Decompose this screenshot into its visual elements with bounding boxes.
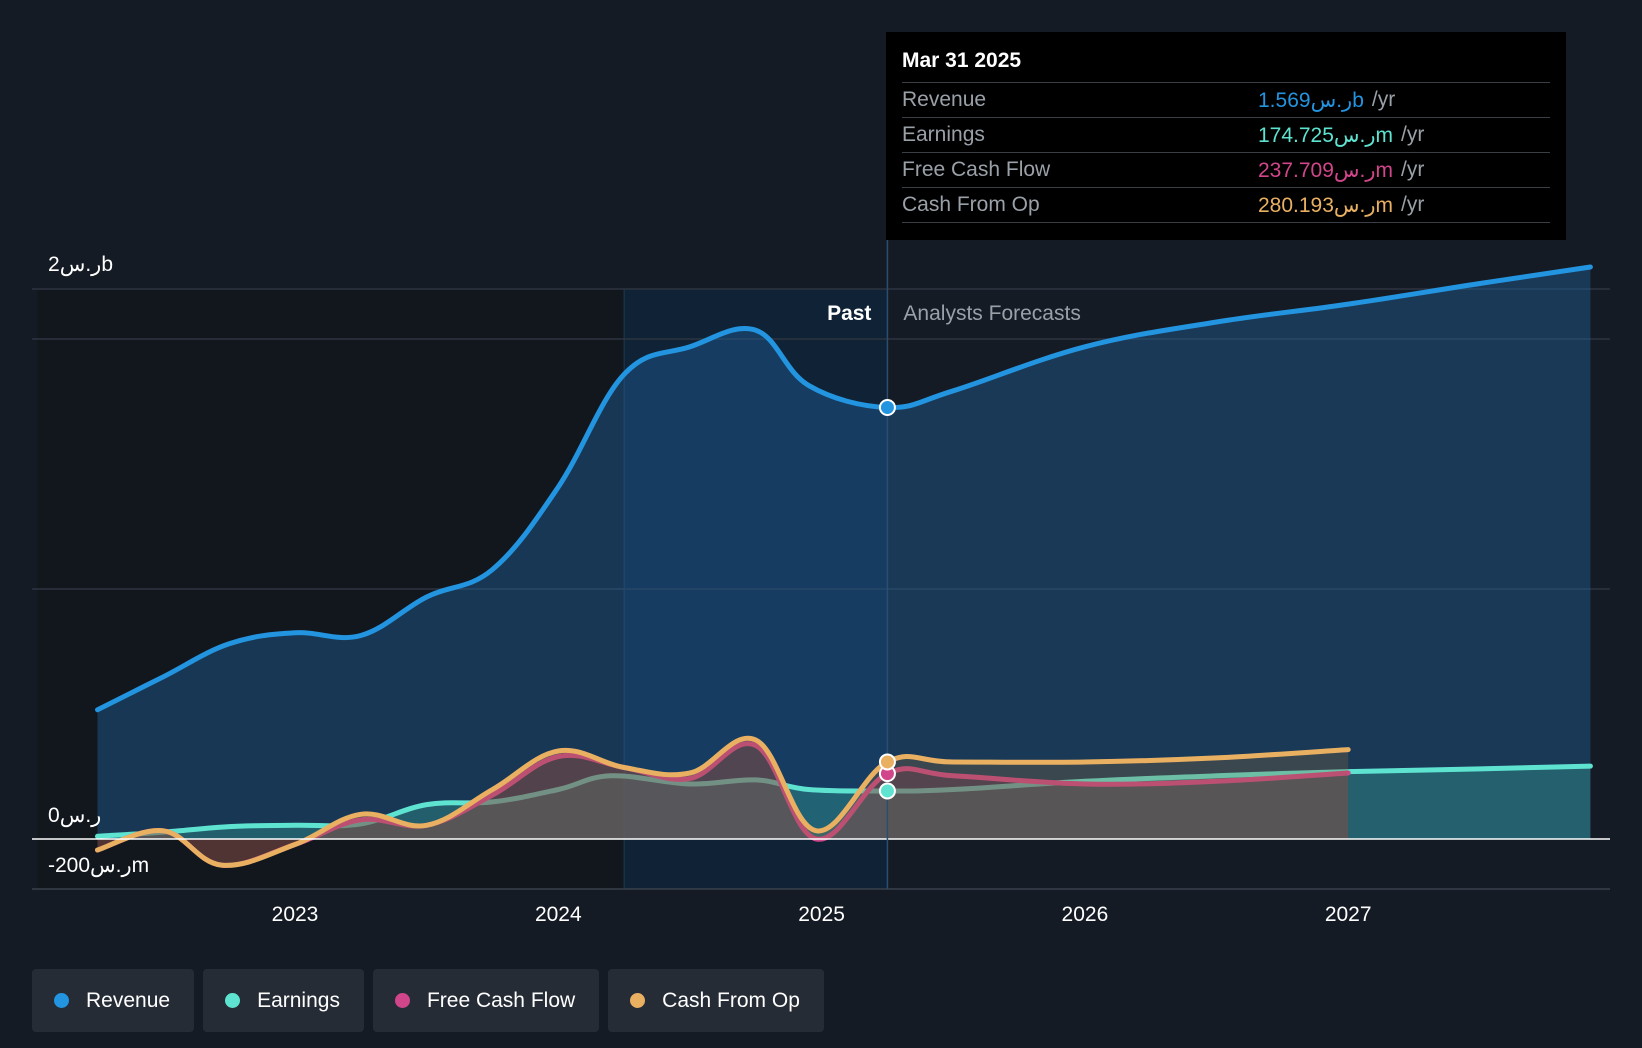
series-area-cash-from-op xyxy=(97,738,1349,866)
tooltip-row-earnings: Earnings 174.725ر.سm /yr xyxy=(902,117,1550,152)
legend-label: Revenue xyxy=(86,988,171,1012)
tooltip-unit: /yr xyxy=(1401,158,1425,181)
series-area-free-cash-flow xyxy=(97,743,1349,866)
legend-dot-icon xyxy=(54,993,69,1008)
tooltip-value: 174.725ر.سm xyxy=(1258,123,1394,147)
tooltip-unit: /yr xyxy=(1371,88,1396,111)
tooltip-label: Revenue xyxy=(902,88,987,111)
tooltip-label: Earnings xyxy=(902,123,985,146)
x-tick-label: 2023 xyxy=(272,903,319,926)
tooltip-unit: /yr xyxy=(1401,193,1425,216)
series-line-revenue xyxy=(95,264,1593,713)
highlight-point-revenue xyxy=(878,399,896,417)
legend-dot-icon xyxy=(394,993,410,1008)
series-area-revenue xyxy=(97,267,1591,839)
tooltip: Mar 31 2025 Revenue 1.569ر.سb /yr Earnin… xyxy=(886,32,1566,240)
tooltip-date: Mar 31 2025 xyxy=(902,49,1022,72)
tooltip-value: 1.569ر.سb xyxy=(1258,88,1364,112)
legend-item-earnings[interactable]: Earnings xyxy=(203,969,364,1032)
series-line-cash-from-op xyxy=(95,735,1351,868)
x-tick-label: 2024 xyxy=(535,903,582,926)
highlight-point-earnings xyxy=(878,782,896,800)
y-tick-label: -200ر.سm xyxy=(48,854,149,878)
tooltip-row-cash-from-op: Cash From Op 280.193ر.سm /yr xyxy=(902,187,1550,223)
legend-dot-icon xyxy=(225,993,241,1008)
y-tick-label: 0ر.س xyxy=(48,804,101,828)
legend-item-free-cash-flow[interactable]: Free Cash Flow xyxy=(372,969,600,1032)
series-area-earnings xyxy=(97,766,1591,839)
series-line-earnings xyxy=(95,763,1593,839)
y-tick-label: 2ر.سb xyxy=(48,253,113,277)
past-label: Past xyxy=(827,302,871,325)
forecast-label: Analysts Forecasts xyxy=(903,302,1080,325)
legend-label: Earnings xyxy=(257,988,340,1012)
x-tick-label: 2025 xyxy=(798,903,845,926)
tooltip-label: Free Cash Flow xyxy=(902,158,1051,181)
tooltip-row-free-cash-flow: Free Cash Flow 237.709ر.سm /yr xyxy=(902,152,1550,187)
legend-item-revenue[interactable]: Revenue xyxy=(32,969,195,1032)
tooltip-unit: /yr xyxy=(1401,123,1425,146)
legend-label: Cash From Op xyxy=(662,988,800,1012)
legend-item-cash-from-op[interactable]: Cash From Op xyxy=(608,969,824,1032)
highlight-point-cash-from-op xyxy=(878,753,896,771)
x-tick-label: 2026 xyxy=(1062,903,1109,926)
tooltip-row-revenue: Revenue 1.569ر.سb /yr xyxy=(902,82,1550,117)
legend-label: Free Cash Flow xyxy=(426,988,576,1012)
x-tick-label: 2027 xyxy=(1325,903,1372,926)
legend-dot-icon xyxy=(630,993,646,1008)
tooltip-label: Cash From Op xyxy=(902,193,1040,216)
tooltip-value: 280.193ر.سm xyxy=(1258,193,1394,217)
legend: Revenue Earnings Free Cash Flow Cash Fro… xyxy=(32,969,824,1032)
tooltip-value: 237.709ر.سm xyxy=(1258,158,1394,182)
